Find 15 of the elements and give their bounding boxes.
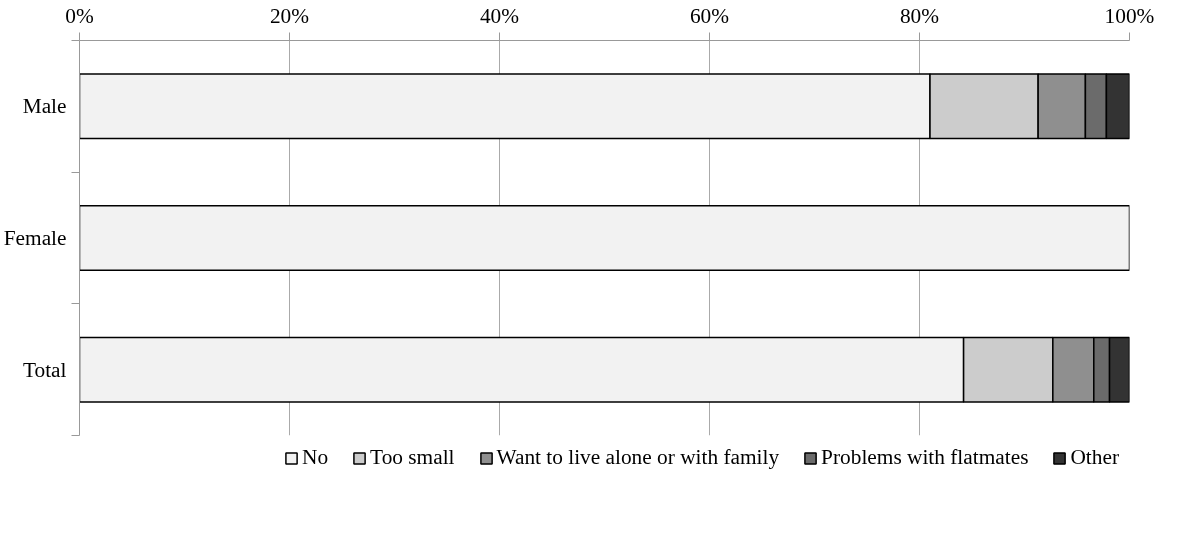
x-tick-label: 100% bbox=[1104, 3, 1155, 28]
legend-label: Want to live alone or with family bbox=[496, 445, 780, 470]
legend-label: Other bbox=[1070, 445, 1119, 470]
bar bbox=[79, 204, 1130, 272]
y-tick-label: Male bbox=[22, 94, 67, 119]
y-tick-label: Female bbox=[3, 226, 67, 250]
legend-label: No bbox=[302, 445, 329, 470]
x-tick-label: 60% bbox=[689, 3, 730, 28]
x-tick-label: 20% bbox=[269, 3, 310, 28]
x-tick-label: 40% bbox=[479, 3, 520, 28]
legend-label: Too small bbox=[370, 445, 455, 470]
legend-label: Problems with flatmates bbox=[821, 445, 1029, 470]
x-tick-label: 0% bbox=[65, 3, 94, 28]
y-tick-label: Total bbox=[22, 357, 67, 382]
x-tick-label: 80% bbox=[899, 3, 940, 28]
